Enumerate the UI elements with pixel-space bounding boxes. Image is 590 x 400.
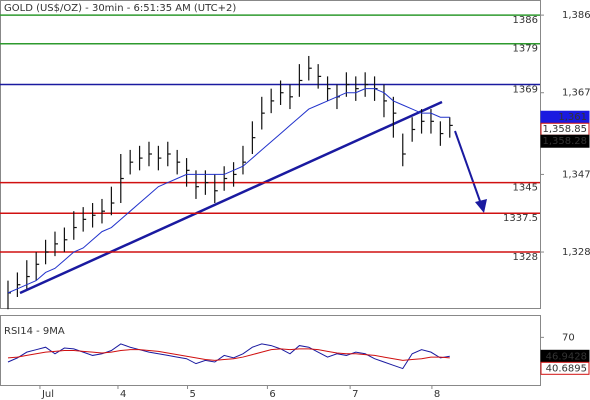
x-tick-label: 8 <box>434 389 440 400</box>
price-tag <box>540 134 590 148</box>
trend-line <box>19 100 443 295</box>
level-label: 1328 <box>513 252 538 263</box>
x-tick-label: Jul <box>41 389 54 400</box>
arrow-head <box>475 199 487 213</box>
moving-average <box>7 88 450 294</box>
rsi-tag-label: 46.9428 <box>546 351 587 362</box>
chart-title: GOLD (US$/OZ) - 30min - 6:51:35 AM (UTC+… <box>4 3 236 14</box>
price-tag-label: 1,361 <box>558 112 587 123</box>
rsi-title: RSI14 - 9MA <box>4 326 65 337</box>
price-tag-label: 1,358.28 <box>542 136 587 147</box>
y-tick-label: 1,367 <box>562 88 590 99</box>
y-tick-label: 1,386 <box>562 10 590 21</box>
x-tick-label: 5 <box>190 389 196 400</box>
level-label: 1369 <box>513 85 538 96</box>
x-tick-label: 4 <box>120 389 126 400</box>
y-tick-label: 1,328 <box>562 247 590 258</box>
price-panel <box>0 0 541 309</box>
x-tick-label: 7 <box>352 389 358 400</box>
rsi-panel <box>0 315 541 386</box>
x-tick-label: 6 <box>269 389 275 400</box>
rsi-ma-line <box>7 348 450 361</box>
rsi-tag-label: 40.6895 <box>546 363 587 374</box>
level-label: 1386 <box>513 15 538 26</box>
y-tick-label: 1,347 <box>562 169 590 180</box>
rsi-tick-label: 70 <box>562 332 575 343</box>
forecast-arrow <box>454 130 482 205</box>
level-label: 1337.5 <box>503 213 538 224</box>
rsi-tag <box>540 361 590 375</box>
rsi-line <box>7 343 450 370</box>
price-tag-label: 1,358.85 <box>542 124 587 135</box>
level-label: 1379 <box>513 44 538 55</box>
level-label: 1345 <box>513 183 538 194</box>
